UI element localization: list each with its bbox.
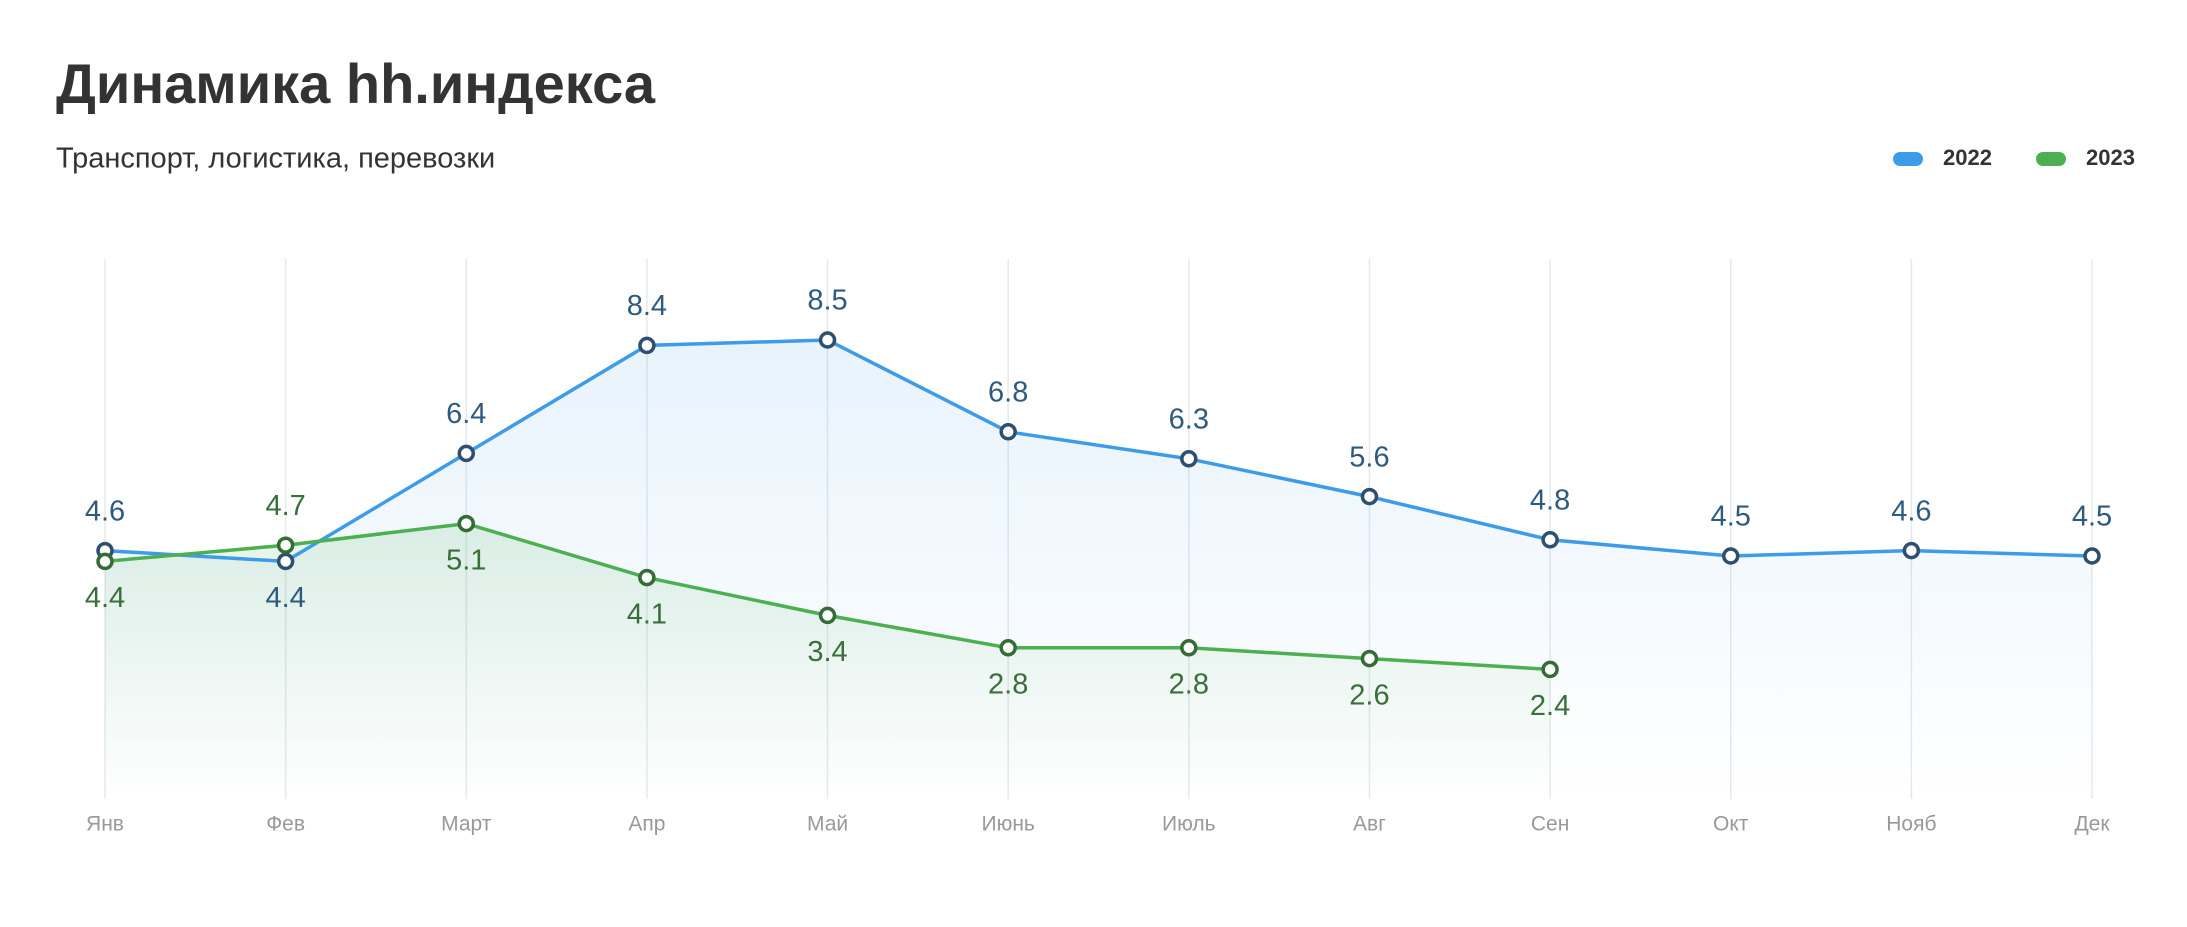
point [999, 639, 1017, 657]
data-label: 4.1 [627, 598, 667, 630]
point [818, 331, 837, 349]
data-label: 2.8 [1169, 668, 1209, 700]
point [457, 444, 476, 463]
point [1180, 450, 1198, 468]
area [105, 523, 1551, 799]
point [1541, 531, 1559, 549]
data-label: 6.4 [446, 398, 486, 430]
point [1360, 487, 1379, 506]
data-label: 4.8 [1530, 484, 1570, 516]
x-tick-label: Дек [2074, 813, 2110, 836]
data-label: 6.8 [988, 376, 1028, 408]
x-tick-label: Июнь [981, 813, 1034, 836]
x-tick-label: Май [807, 813, 848, 836]
point [1180, 639, 1198, 657]
x-tick-label: Нояб [1886, 813, 1936, 836]
legend-label: 2022 [1943, 145, 1992, 170]
data-label: 8.5 [807, 285, 847, 317]
series-line [104, 338, 2093, 564]
data-label: 2.6 [1349, 679, 1389, 711]
x-tick-label: Фев [266, 813, 305, 836]
data-label: 4.6 [1891, 495, 1931, 527]
legend-label: 2023 [2086, 145, 2135, 170]
data-label: 4.7 [265, 490, 305, 522]
point [638, 568, 656, 587]
legend-marker [2036, 152, 2066, 166]
data-label: 4.6 [85, 495, 125, 527]
data-label: 2.8 [988, 668, 1028, 700]
data-label: 4.4 [85, 582, 125, 614]
chart-subtitle: Транспорт, логистика, перевозки [56, 143, 495, 175]
x-tick-label: Апр [628, 813, 665, 836]
data-label: 4.5 [2072, 501, 2112, 533]
x-tick-label: Авг [1353, 813, 1386, 836]
x-tick-label: Июль [1162, 813, 1216, 836]
point [96, 552, 114, 571]
point [2083, 547, 2101, 565]
point [1902, 541, 1921, 560]
point [1541, 660, 1559, 679]
x-tick-label: Окт [1713, 813, 1749, 836]
point [818, 606, 837, 625]
x-tick-label: Март [441, 813, 492, 836]
x-tick-label: Янв [86, 813, 124, 836]
data-label: 2.4 [1530, 690, 1570, 722]
data-label: 8.4 [627, 290, 667, 322]
data-label: 5.6 [1349, 441, 1389, 473]
data-label: 3.4 [807, 636, 847, 668]
point [276, 552, 295, 571]
legend-marker [1893, 152, 1923, 166]
point [1360, 649, 1379, 668]
point [638, 336, 656, 355]
x-tick-label: Сен [1531, 813, 1569, 836]
data-label: 4.4 [265, 582, 305, 614]
data-label: 6.3 [1169, 403, 1209, 435]
data-label: 4.5 [1711, 501, 1751, 533]
point [999, 423, 1017, 441]
point [1721, 547, 1740, 565]
point [276, 536, 295, 554]
chart-title: Динамика hh.индекса [56, 52, 656, 115]
data-label: 5.1 [446, 544, 486, 576]
point [457, 514, 476, 533]
